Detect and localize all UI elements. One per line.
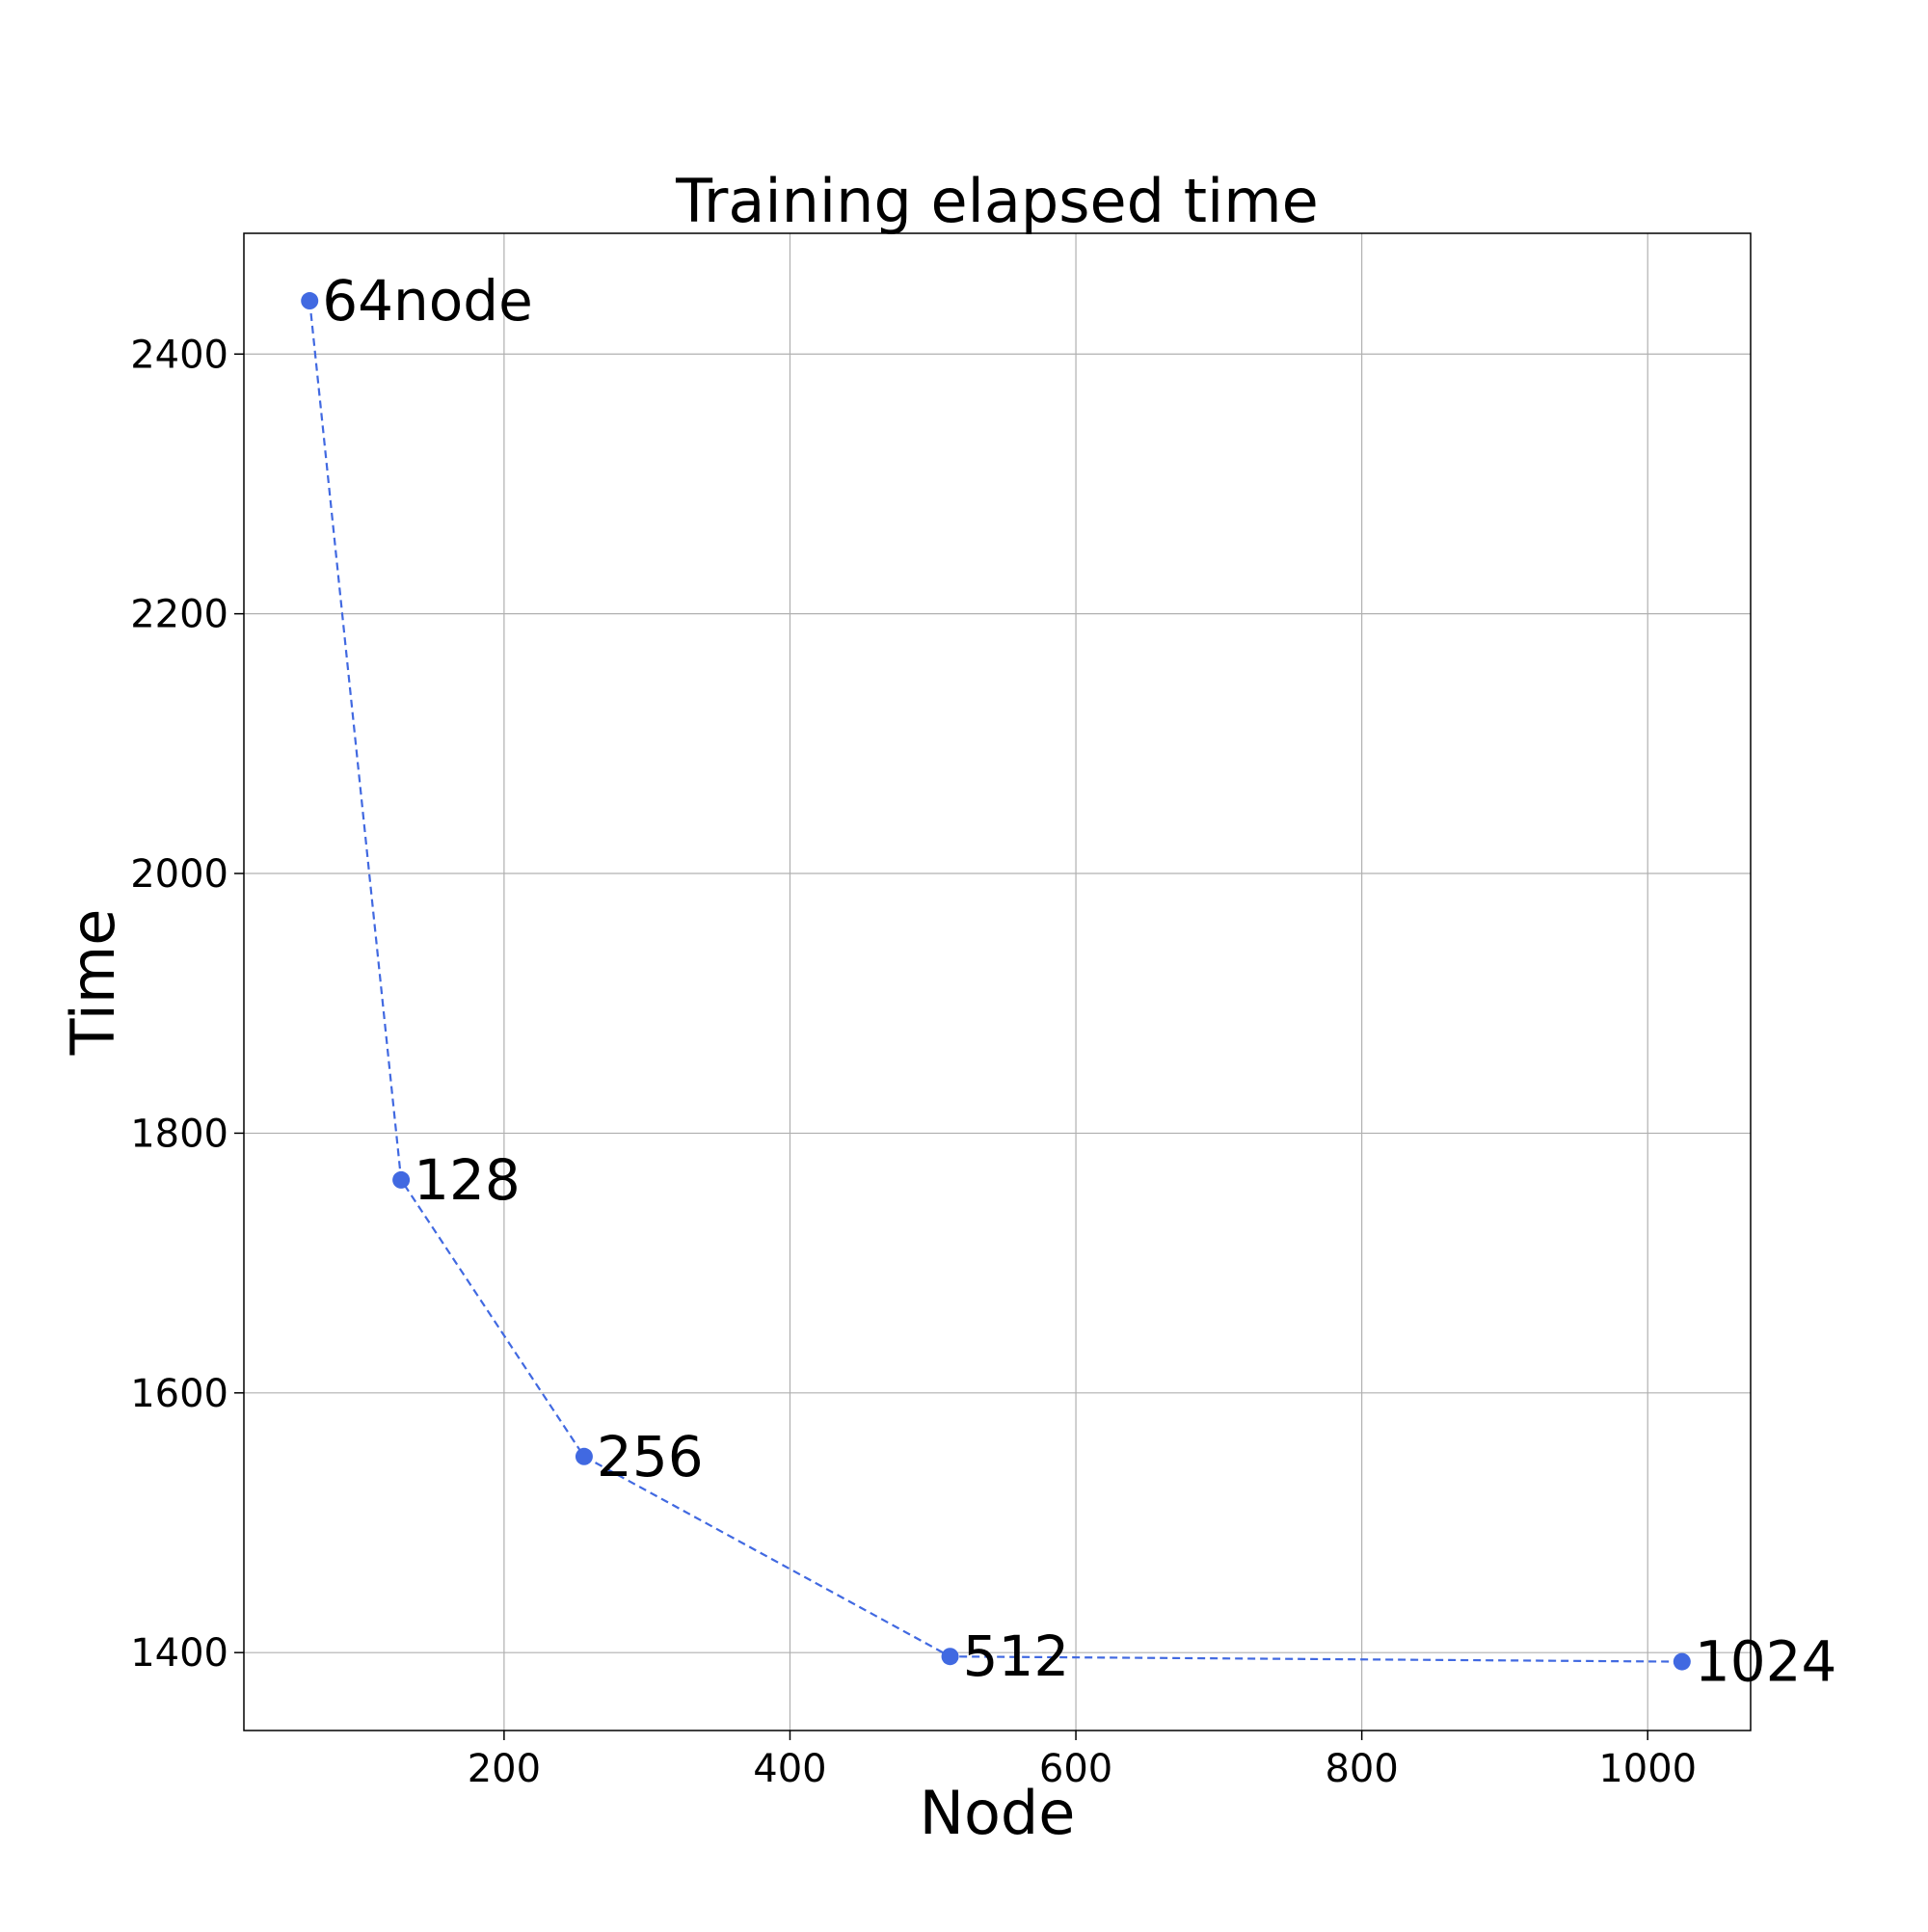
y-axis-title: Time xyxy=(58,909,128,1057)
chart-title: Training elapsed time xyxy=(675,166,1319,236)
data-point xyxy=(301,292,319,310)
x-tick-label: 600 xyxy=(1039,1747,1112,1791)
point-label: 128 xyxy=(414,1147,521,1213)
y-tick-label: 1600 xyxy=(130,1372,228,1416)
plot-area-frame xyxy=(243,232,1752,1731)
y-tick-label: 2400 xyxy=(130,333,228,377)
x-tick-label: 200 xyxy=(468,1747,541,1791)
point-labels: 64node 128 256 512 1024 xyxy=(322,268,1836,1695)
x-axis-title: Node xyxy=(920,1778,1076,1848)
x-tick-label: 400 xyxy=(753,1747,826,1791)
data-point xyxy=(392,1170,411,1189)
point-label: 256 xyxy=(597,1424,704,1489)
point-label: 64node xyxy=(322,268,533,334)
point-label: 512 xyxy=(963,1623,1070,1689)
series-line xyxy=(308,300,1682,1663)
axis-ticks: 200 400 600 800 1000 1400 1600 1800 2000 2200 2400 xyxy=(130,333,1697,1791)
grid xyxy=(244,233,1751,1731)
data-point xyxy=(575,1447,593,1465)
y-tick-label: 2000 xyxy=(130,852,228,897)
x-tick-label: 1000 xyxy=(1598,1747,1697,1791)
y-tick-label: 1800 xyxy=(130,1112,228,1156)
point-label: 1024 xyxy=(1695,1629,1837,1695)
x-tick-label: 800 xyxy=(1325,1747,1398,1791)
data-point xyxy=(1673,1652,1691,1671)
data-point xyxy=(941,1648,959,1666)
series-layer xyxy=(301,292,1691,1671)
y-tick-label: 1400 xyxy=(130,1631,228,1676)
y-tick-label: 2200 xyxy=(130,593,228,637)
